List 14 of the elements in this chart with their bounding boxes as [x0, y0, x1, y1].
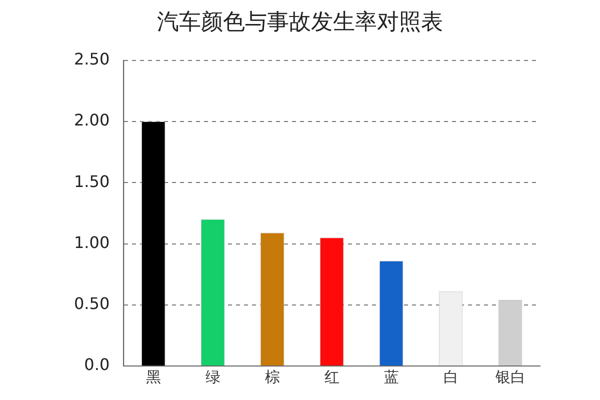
x-tick-label: 棕 [264, 368, 280, 386]
y-tick-label: 2.00 [74, 110, 110, 130]
y-tick-label: 0.50 [74, 294, 110, 314]
y-tick-label: 1.50 [74, 172, 110, 191]
x-tick-label: 黑 [146, 368, 161, 386]
x-tick-label: 银白 [494, 368, 526, 386]
chart-title: 汽车颜色与事故发生率对照表 [157, 10, 443, 35]
y-tick-label: 1.00 [74, 232, 110, 252]
x-tick-label: 白 [443, 368, 458, 386]
y-tick-label: 0.0 [84, 355, 110, 374]
x-tick-label: 蓝 [384, 368, 399, 386]
x-tick-label: 红 [324, 368, 340, 386]
x-tick-label: 绿 [205, 368, 220, 386]
y-tick-label: 2.50 [74, 50, 110, 69]
